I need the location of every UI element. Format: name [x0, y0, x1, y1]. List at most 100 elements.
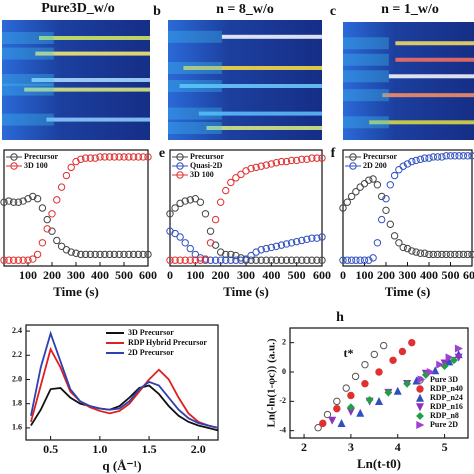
x-tick-label: 5: [442, 440, 448, 454]
y-tick-label: 2: [282, 337, 286, 346]
x-tick-label: 600: [313, 268, 331, 282]
marker: [134, 153, 143, 161]
marker: [77, 155, 85, 163]
marker: [277, 241, 286, 249]
marker: [459, 152, 468, 160]
marker: [272, 159, 281, 167]
marker: [416, 155, 425, 163]
marker: [232, 174, 240, 182]
marker: [313, 154, 321, 162]
legend-marker: [349, 162, 357, 170]
marker: [72, 157, 80, 166]
marker: [429, 153, 437, 161]
marker: [186, 244, 194, 253]
x-tick-label: 3: [348, 440, 354, 454]
heatmap-glow: [2, 113, 54, 126]
heatmap-streak: [46, 117, 150, 122]
marker: [120, 153, 128, 161]
marker: [369, 254, 377, 262]
marker: [408, 157, 416, 166]
marker: [216, 256, 225, 264]
marker: [43, 215, 51, 224]
marker: [91, 154, 99, 162]
plot-frame: [289, 327, 469, 439]
marker: [181, 239, 189, 247]
marker: [446, 250, 455, 259]
marker: [347, 192, 356, 201]
marker: [181, 197, 189, 205]
marker: [101, 250, 109, 259]
marker: [247, 251, 255, 260]
marker: [277, 256, 286, 264]
legend-label: 2D Precursor: [128, 348, 174, 357]
marker: [282, 256, 291, 264]
x-axis-label: Time (s): [53, 284, 99, 299]
marker: [464, 152, 472, 160]
panel-title: Pure3D_w/o: [41, 1, 115, 16]
marker: [333, 397, 341, 406]
marker: [342, 384, 350, 392]
marker: [416, 249, 425, 257]
marker: [19, 197, 27, 205]
marker: [67, 248, 75, 256]
y-tick-label: -4: [279, 425, 286, 434]
heatmap-glow: [343, 70, 389, 83]
marker: [9, 198, 18, 206]
x-tick-label: 0: [340, 268, 346, 282]
y-tick-label: 0: [282, 367, 286, 376]
marker: [425, 154, 433, 162]
marker: [433, 250, 442, 259]
marker: [181, 256, 189, 264]
marker: [303, 235, 311, 244]
marker: [351, 372, 360, 381]
marker: [272, 242, 281, 250]
marker: [227, 178, 235, 187]
marker: [384, 388, 393, 397]
marker: [29, 192, 37, 201]
marker: [365, 256, 373, 264]
marker: [72, 249, 80, 257]
marker: [318, 256, 326, 264]
marker: [442, 152, 450, 160]
marker: [81, 154, 90, 162]
x-axis-label: Ln(t-t0): [357, 456, 401, 471]
legend-marker: [176, 171, 184, 179]
marker: [62, 171, 71, 180]
marker: [361, 360, 369, 369]
panel-label: e: [159, 146, 165, 161]
marker: [201, 210, 210, 218]
heatmap-streak: [369, 120, 474, 125]
x-tick-label: 500: [288, 268, 306, 282]
marker: [247, 164, 255, 173]
x-tick-label: 600: [139, 268, 157, 282]
marker: [53, 196, 61, 204]
marker: [5, 197, 13, 205]
x-tick-label: 1.0: [92, 442, 107, 456]
marker: [257, 162, 265, 170]
marker: [389, 356, 397, 364]
marker: [314, 424, 322, 432]
marker: [438, 250, 446, 259]
marker: [393, 386, 402, 395]
marker: [403, 244, 412, 253]
marker: [308, 154, 316, 162]
marker: [282, 157, 291, 166]
marker: [378, 215, 386, 224]
x-tick-label: 500: [442, 268, 460, 282]
marker: [352, 188, 360, 196]
legend-label: Quasi-2D: [190, 161, 223, 170]
marker: [436, 360, 445, 369]
marker: [96, 153, 104, 161]
marker: [110, 250, 119, 259]
x-tick-label: 200: [377, 268, 395, 282]
marker: [395, 239, 403, 247]
marker: [287, 239, 296, 247]
heatmap-streak: [179, 84, 322, 88]
marker: [191, 250, 200, 259]
marker: [337, 419, 346, 428]
marker: [267, 160, 276, 168]
marker: [382, 206, 390, 215]
marker: [14, 198, 23, 206]
heatmap: [168, 20, 322, 140]
marker: [105, 250, 114, 259]
